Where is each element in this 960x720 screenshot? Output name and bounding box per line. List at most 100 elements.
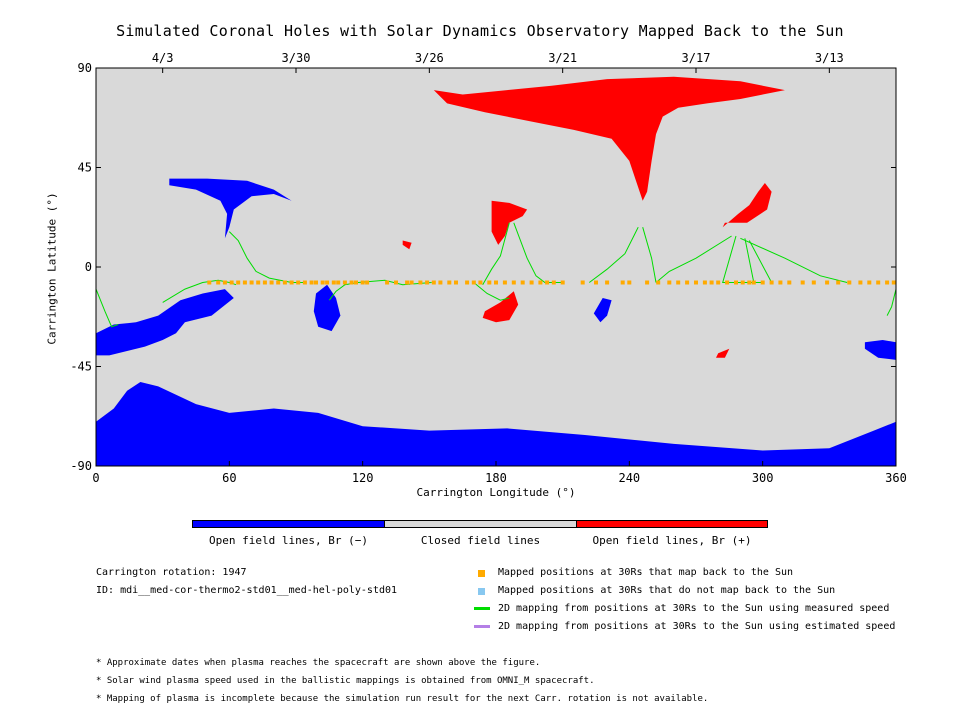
mapping-line-3 [328,279,432,301]
legend-estimated-swatch [474,625,490,628]
mapped-point-44 [529,280,534,285]
date-label-3: 3/21 [548,51,577,65]
mapped-point-73 [811,280,816,285]
mapped-point-81 [891,280,896,285]
mapped-point-58 [685,280,690,285]
mapped-point-8 [262,280,267,285]
mapped-point-7 [256,280,261,285]
mapped-point-54 [645,280,650,285]
mapped-point-30 [418,280,423,285]
mapped-point-6 [249,280,254,285]
date-label-5: 3/13 [815,51,844,65]
mapped-point-40 [494,280,498,285]
mapped-point-24 [360,280,365,285]
mapped-point-34 [447,280,452,285]
mapped-point-80 [885,280,890,285]
coronal-hole-small-284 [716,348,730,358]
mapped-point-28 [405,280,410,285]
y-tick-label-2: 0 [85,260,92,274]
mapped-point-5 [242,280,247,285]
chart-title: Simulated Coronal Holes with Solar Dynam… [116,22,844,40]
y-tick-label-3: -45 [70,360,92,374]
mapped-point-43 [520,280,525,285]
mapped-point-75 [836,280,841,285]
mapped-point-29 [409,280,414,285]
note-2: * Solar wind plasma speed used in the ba… [96,676,595,686]
colorbar-label-negative: Open field lines, Br (−) [209,534,368,547]
mapped-point-0 [207,280,212,285]
mapped-point-47 [551,280,556,285]
mapped-point-35 [454,280,458,285]
colorbar-label-closed: Closed field lines [420,534,541,547]
mapped-point-77 [858,280,863,285]
mapped-point-36 [465,280,470,285]
mapped-point-56 [667,280,672,285]
mapping-line-6 [473,282,510,301]
x-tick-label-5: 300 [752,471,774,485]
note-3: * Mapping of plasma is incomplete becaus… [96,694,709,704]
coronal-hole-small-104 [313,284,341,332]
mapped-point-45 [538,280,543,285]
y-tick-label-1: 45 [78,161,92,175]
mapped-point-53 [627,280,632,285]
mapped-point-16 [314,280,318,285]
mapping-line-14 [886,288,897,316]
y-tick-label-0: 90 [78,61,92,75]
mapped-point-57 [676,280,681,285]
coronal-hole-small-230 [593,298,612,323]
mapped-point-67 [751,280,756,285]
mapped-point-66 [747,280,752,285]
mapped-point-72 [800,280,805,285]
mapped-point-15 [309,280,314,285]
mapping-line-7 [589,226,639,283]
mapped-point-18 [325,280,330,285]
mapped-point-22 [349,280,354,285]
mapped-point-55 [656,280,661,285]
coronal-hole-mid-lat-60 [169,178,292,239]
mapped-point-70 [778,280,783,285]
mapped-point-74 [825,280,830,285]
coronal-hole-ar-180-south [482,291,519,323]
run-id: ID: mdi__med-cor-thermo2-std01__med-hel-… [96,585,398,596]
mapped-point-48 [560,280,565,285]
mapping-line-13 [748,240,773,283]
mapped-point-62 [716,280,721,285]
x-tick-label-6: 360 [885,471,907,485]
legend-estimated: 2D mapping from positions at 30Rs to the… [498,621,896,632]
coronal-hole-small-138 [402,240,412,250]
mapped-point-50 [594,280,598,285]
mapping-line-9 [655,235,732,283]
mapped-point-79 [876,280,881,285]
legend-mapped: Mapped positions at 30Rs that map back t… [498,567,794,578]
note-1: * Approximate dates when plasma reaches … [96,658,541,668]
mapped-point-3 [229,280,234,285]
mapped-point-4 [236,280,241,285]
mapped-point-12 [289,280,294,285]
mapped-point-68 [760,280,765,285]
mapped-point-11 [282,280,287,285]
legend-unmapped-swatch [478,588,485,595]
mapping-line-11 [740,237,848,283]
mapped-point-20 [336,280,341,285]
mapped-point-38 [478,280,483,285]
mapping-line-5 [513,222,563,283]
mapping-line-8 [642,227,657,283]
mapped-point-13 [296,280,301,285]
mapped-point-1 [216,280,221,285]
legend-unmapped: Mapped positions at 30Rs that do not map… [498,585,836,596]
mapped-point-21 [342,280,347,285]
x-tick-label-2: 120 [352,471,374,485]
mapped-point-46 [545,280,550,285]
mapped-point-71 [787,280,792,285]
mapped-point-33 [438,280,443,285]
x-tick-label-4: 240 [618,471,640,485]
mapped-point-60 [702,280,707,285]
mapping-line-12 [744,238,755,283]
coronal-hole-ar-295 [722,183,772,228]
coronal-hole-south-polar [96,382,896,466]
mapped-point-49 [580,280,585,285]
mapping-line-0 [95,288,119,328]
colorbar-label-positive: Open field lines, Br (+) [592,534,752,547]
mapped-point-31 [425,280,430,285]
